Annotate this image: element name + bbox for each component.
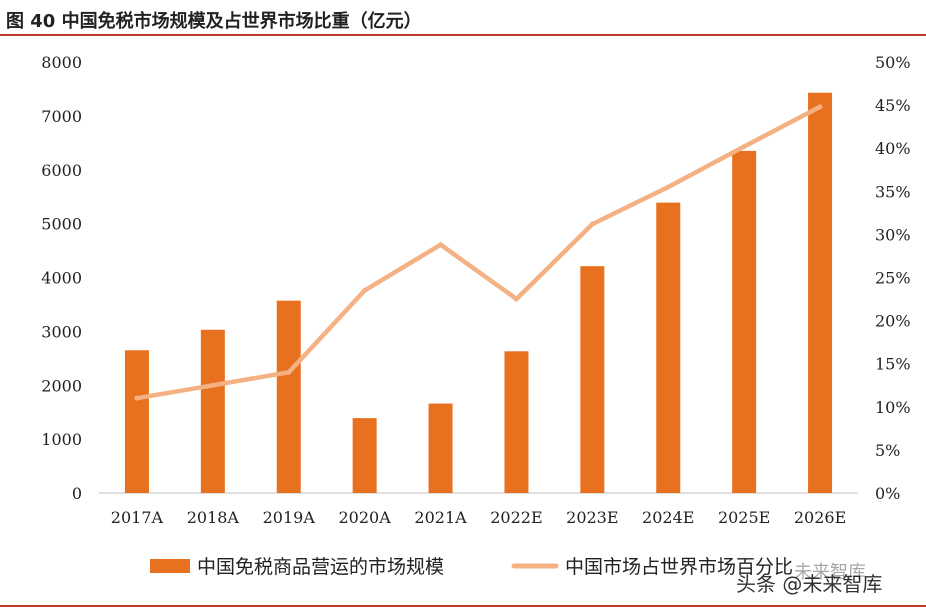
x-axis-tick-label: 2026E — [794, 508, 846, 527]
line-point — [134, 395, 140, 401]
bar — [276, 300, 301, 493]
bar — [504, 351, 529, 493]
left-axis-tick-label: 5000 — [41, 215, 82, 234]
x-axis-tick-label: 2018A — [187, 508, 240, 527]
line-point — [817, 104, 823, 110]
series-line — [134, 104, 823, 401]
bar — [808, 92, 833, 494]
right-axis-tick-label: 40% — [875, 139, 911, 158]
legend-swatch-bar — [150, 559, 190, 573]
line-point — [210, 382, 216, 388]
bar — [580, 266, 605, 493]
line-point — [589, 221, 595, 227]
x-axis-tick-label: 2022E — [490, 508, 542, 527]
watermark-ghost-text: 未来智库 — [794, 562, 866, 583]
right-axis-tick-label: 10% — [875, 398, 911, 417]
left-axis-tick-label: 8000 — [41, 53, 82, 72]
left-axis-tick-label: 3000 — [41, 322, 82, 341]
right-axis-tick-label: 5% — [875, 441, 900, 460]
bar — [732, 150, 757, 494]
x-axis-tick-label: 2017A — [111, 508, 164, 527]
bottom-rule — [0, 605, 926, 607]
right-axis-tick-label: 15% — [875, 355, 911, 374]
left-axis-tick-label: 6000 — [41, 161, 82, 180]
right-axis-tick-label: 50% — [875, 53, 911, 72]
watermark-text: 头条 @未来智库 — [736, 572, 883, 596]
right-axis-tick-label: 25% — [875, 269, 911, 288]
line-point — [513, 296, 519, 302]
x-axis-tick-label: 2023E — [566, 508, 618, 527]
bar — [352, 418, 377, 493]
line-point — [438, 242, 444, 248]
title-bar: 图 40 中国免税市场规模及占世界市场比重（亿元） — [0, 0, 926, 36]
x-axis-tick-label: 2025E — [718, 508, 770, 527]
line-point — [286, 369, 292, 375]
left-axis-tick-label: 0 — [72, 484, 82, 503]
bar — [124, 350, 149, 493]
left-axis-tick-label: 4000 — [41, 269, 82, 288]
line-point — [741, 143, 747, 149]
right-axis-tick-label: 35% — [875, 182, 911, 201]
right-axis-tick-label: 30% — [875, 225, 911, 244]
bar — [656, 202, 681, 493]
right-axis-tick-label: 45% — [875, 96, 911, 115]
legend-label-line: 中国市场占世界市场百分比 — [565, 556, 793, 578]
bar — [428, 403, 453, 493]
legend-label-bar: 中国免税商品营运的市场规模 — [197, 556, 444, 578]
x-axis-tick-label: 2024E — [642, 508, 694, 527]
right-axis-tick-label: 20% — [875, 312, 911, 331]
watermark: 头条 @未来智库 未来智库 — [736, 562, 883, 597]
line-point — [362, 287, 368, 293]
left-axis-tick-label: 7000 — [41, 107, 82, 126]
line-point — [665, 184, 671, 190]
bar — [200, 329, 225, 493]
left-axis-tick-label: 2000 — [41, 376, 82, 395]
x-axis-tick-label: 2021A — [414, 508, 467, 527]
figure-title: 图 40 中国免税市场规模及占世界市场比重（亿元） — [6, 11, 422, 32]
x-axis-tick-label: 2019A — [263, 508, 316, 527]
left-axis-tick-label: 1000 — [41, 430, 82, 449]
right-axis-tick-label: 0% — [875, 484, 900, 503]
x-axis-tick-label: 2020A — [339, 508, 392, 527]
